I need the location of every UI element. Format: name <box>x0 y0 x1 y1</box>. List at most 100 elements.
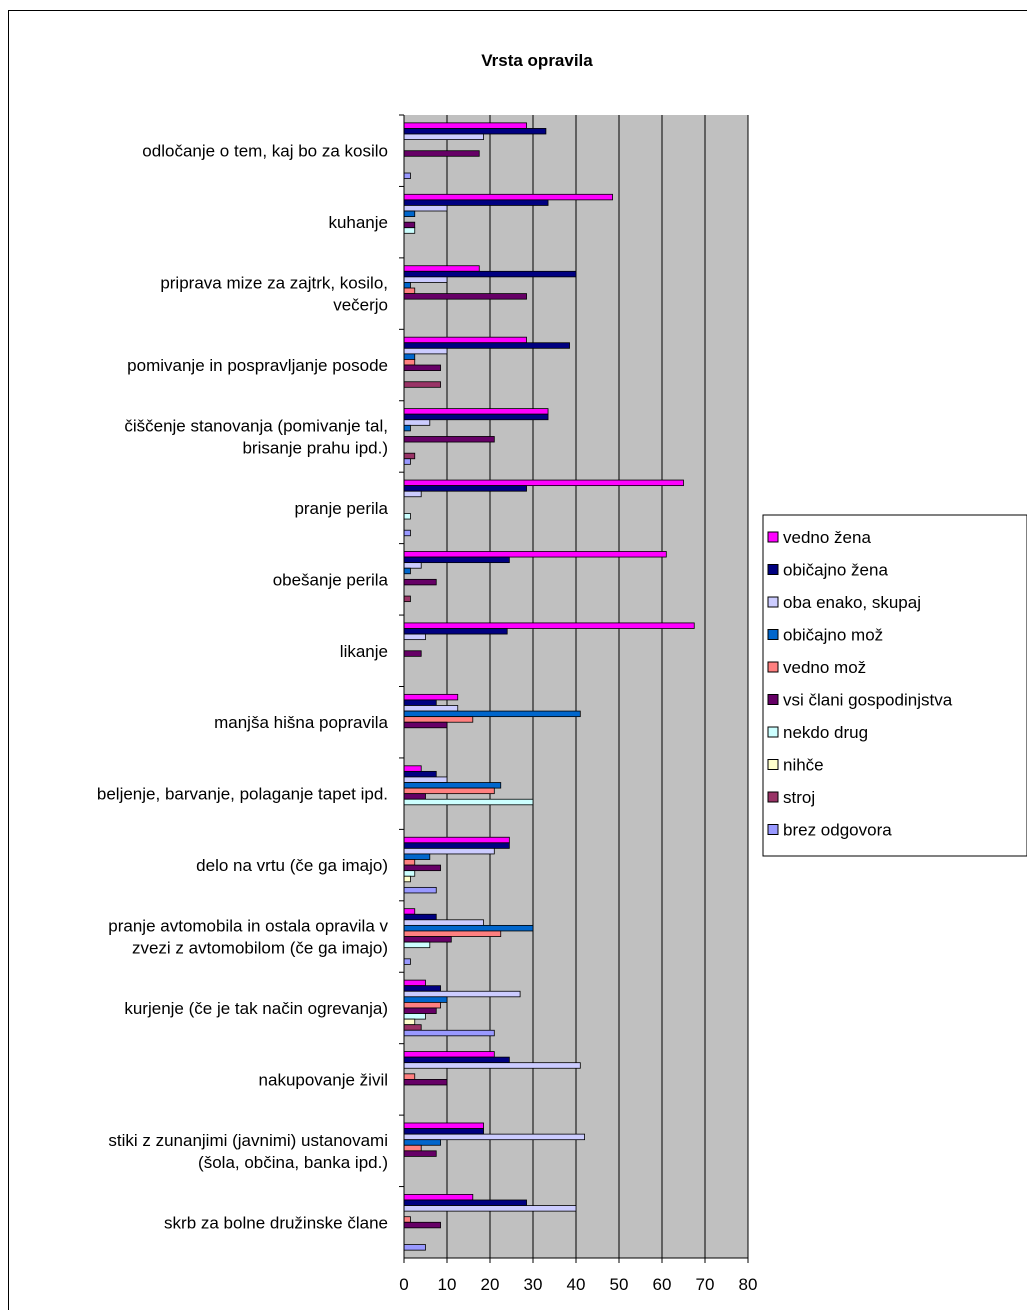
bar <box>403 1079 448 1086</box>
bar <box>403 996 448 1003</box>
bar <box>403 551 667 558</box>
chart-frame <box>8 10 1027 1310</box>
bar <box>403 782 502 789</box>
bar <box>403 864 441 872</box>
category-label: kuhanje <box>328 213 388 232</box>
x-tick-label: 40 <box>567 1275 586 1294</box>
x-tick-label: 30 <box>524 1275 543 1294</box>
category-label: obešanje perila <box>273 570 389 589</box>
bar <box>403 221 416 229</box>
bar <box>403 990 521 998</box>
bar <box>403 979 426 987</box>
legend-label: nihče <box>783 756 824 775</box>
bar <box>403 1013 426 1020</box>
bar <box>403 490 422 498</box>
bar <box>403 128 547 135</box>
legend-label: nekdo drug <box>783 723 868 742</box>
category-label: zvezi z avtomobilom (če ga imajo) <box>132 939 388 958</box>
bar <box>403 633 426 641</box>
bar <box>403 1007 437 1014</box>
bar <box>403 650 422 657</box>
bar <box>403 282 411 289</box>
x-tick-label: 0 <box>399 1275 408 1294</box>
bar <box>403 485 527 492</box>
bar <box>403 353 416 360</box>
bar <box>403 622 695 629</box>
bar <box>403 765 422 772</box>
bar <box>403 924 534 932</box>
bar <box>403 1056 510 1064</box>
bar <box>403 985 441 992</box>
bar <box>403 787 495 795</box>
legend-swatch <box>767 824 779 835</box>
bar <box>403 276 448 283</box>
bar <box>403 578 437 586</box>
category-label: skrb za bolne družinske člane <box>164 1213 388 1232</box>
bar <box>403 1062 581 1069</box>
category-label: nakupovanje živil <box>259 1070 388 1089</box>
bar <box>403 1002 441 1009</box>
legend-swatch <box>767 694 779 705</box>
bar <box>403 479 684 487</box>
bar <box>403 287 416 294</box>
bar <box>403 347 448 355</box>
bar <box>403 424 411 432</box>
bar <box>403 693 459 701</box>
bar <box>403 886 437 894</box>
bar <box>403 908 416 915</box>
bar <box>403 913 437 921</box>
bar <box>403 1073 416 1080</box>
category-label: pomivanje in pospravljanje posode <box>127 356 388 375</box>
bar <box>403 710 581 718</box>
bar <box>403 870 416 877</box>
bar <box>403 1205 577 1212</box>
legend-swatch <box>767 726 779 738</box>
x-tick-label: 60 <box>653 1275 672 1294</box>
legend-label: brez odgovora <box>783 821 892 840</box>
bar <box>403 1024 422 1031</box>
x-tick-label: 80 <box>739 1275 758 1294</box>
category-label: priprava mize za zajtrk, kosilo, <box>160 274 388 293</box>
bar <box>403 699 437 706</box>
legend-label: vedno žena <box>783 528 871 547</box>
x-tick-label: 20 <box>481 1275 500 1294</box>
legend-swatch <box>767 791 779 803</box>
category-label: kurjenje (če je tak način ogrevanja) <box>124 999 388 1018</box>
category-label: brisanje prahu ipd.) <box>242 439 388 458</box>
bar <box>403 1150 437 1157</box>
bar <box>403 419 431 426</box>
bar <box>403 1051 495 1058</box>
bar <box>403 798 534 806</box>
bar <box>403 293 527 300</box>
bar <box>403 227 416 234</box>
category-label: odločanje o tem, kaj bo za kosilo <box>142 142 388 161</box>
bar <box>403 567 411 575</box>
legend-box <box>762 514 1027 857</box>
bar <box>403 721 448 729</box>
category-label: stiki z zunanjimi (javnimi) ustanovami <box>108 1131 388 1150</box>
bar <box>403 342 570 349</box>
bar <box>403 1216 411 1223</box>
bar <box>403 513 411 520</box>
category-label: večerjo <box>333 296 388 315</box>
bar <box>403 210 416 217</box>
bar <box>403 122 527 129</box>
bar <box>403 133 484 140</box>
bar <box>403 1018 416 1026</box>
bar <box>403 556 510 564</box>
bar <box>403 847 495 855</box>
category-label: čiščenje stanovanja (pomivanje tal, <box>124 417 388 436</box>
bar <box>403 205 448 212</box>
chart-title: Vrsta opravila <box>481 51 593 70</box>
bar <box>403 716 474 723</box>
x-tick-label: 70 <box>696 1275 715 1294</box>
bar <box>403 408 549 415</box>
x-tick-label: 10 <box>438 1275 457 1294</box>
bar <box>403 859 416 866</box>
bar <box>403 336 527 344</box>
bar <box>403 1133 586 1141</box>
category-label: manjša hišna popravila <box>214 713 388 732</box>
bar <box>403 936 452 943</box>
legend-swatch <box>767 531 779 543</box>
